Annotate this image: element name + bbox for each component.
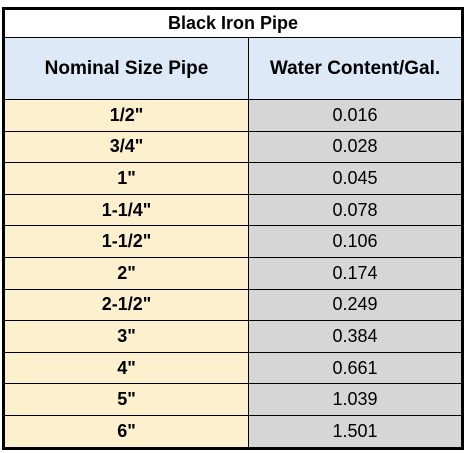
pipe-table-container: Black Iron Pipe Nominal Size Pipe Water … [2,7,464,450]
table-row: 1" 0.045 [4,162,462,195]
table-title: Black Iron Pipe [4,9,462,38]
table-row: 1-1/4" 0.078 [4,193,462,227]
size-cell: 3/4" [4,130,249,164]
water-content-cell: 1.501 [248,414,462,448]
size-cell: 3" [4,320,249,353]
water-content-cell: 0.174 [248,256,462,290]
table-title-row: Black Iron Pipe [4,9,462,38]
water-content-cell: 0.016 [248,99,462,132]
size-cell: 4" [4,351,249,385]
size-cell: 2-1/2" [4,288,249,322]
table-header-row: Nominal Size Pipe Water Content/Gal. [4,37,462,100]
water-content-cell: 0.249 [248,288,462,322]
water-content-cell: 1.039 [248,383,462,416]
water-content-cell: 0.078 [248,193,462,227]
table-row: 1-1/2" 0.106 [4,225,462,258]
water-content-cell: 0.028 [248,130,462,164]
water-content-cell: 0.384 [248,320,462,353]
size-cell: 5" [4,383,249,416]
size-cell: 1/2" [4,99,249,132]
black-iron-pipe-table: Black Iron Pipe Nominal Size Pipe Water … [4,9,462,448]
table-row: 1/2" 0.016 [4,99,462,132]
size-cell: 1-1/2" [4,225,249,258]
size-cell: 1" [4,162,249,195]
water-content-cell: 0.106 [248,225,462,258]
header-water-content: Water Content/Gal. [248,37,462,100]
table-row: 6" 1.501 [4,414,462,448]
water-content-cell: 0.661 [248,351,462,385]
table-row: 2-1/2" 0.249 [4,288,462,322]
table-row: 3/4" 0.028 [4,130,462,164]
size-cell: 2" [4,256,249,290]
table-row: 2" 0.174 [4,256,462,290]
size-cell: 6" [4,414,249,448]
table-row: 4" 0.661 [4,351,462,385]
table-row: 5" 1.039 [4,383,462,416]
table-row: 3" 0.384 [4,320,462,353]
water-content-cell: 0.045 [248,162,462,195]
header-nominal-size: Nominal Size Pipe [4,37,249,100]
size-cell: 1-1/4" [4,193,249,227]
